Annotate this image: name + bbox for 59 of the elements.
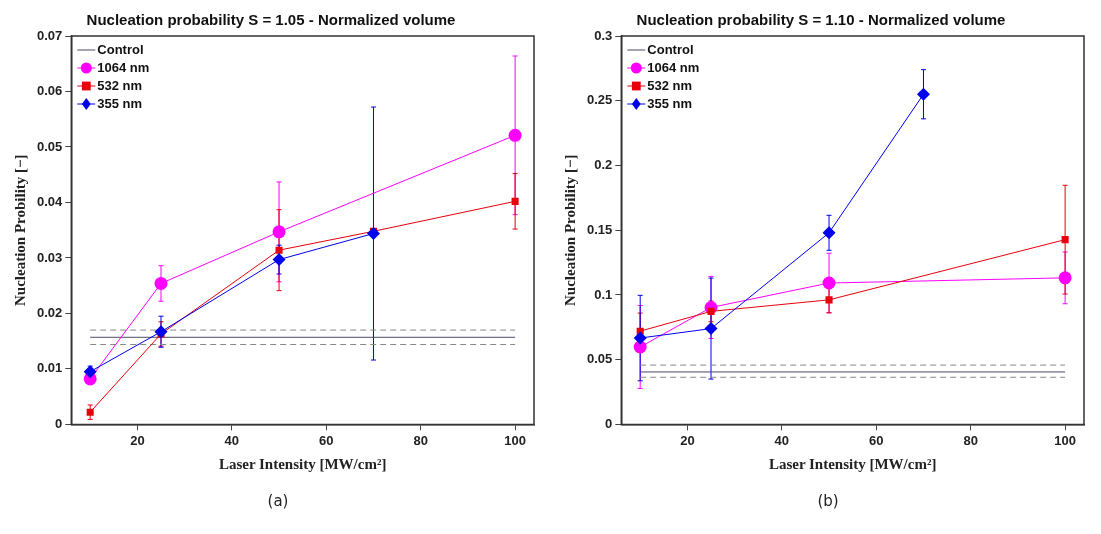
point: [822, 276, 836, 290]
y-tick-label: 0.1: [594, 286, 613, 302]
x-tick-label: 20: [680, 432, 695, 448]
x-tick-label: 80: [963, 432, 978, 448]
point: [916, 87, 930, 101]
x-tick-label: 20: [130, 432, 145, 448]
y-tick-label: 0.01: [36, 360, 63, 376]
point: [366, 227, 380, 241]
y-tick-label: 0.05: [586, 351, 613, 367]
text: (b): [817, 492, 839, 510]
point: [704, 322, 718, 336]
y-tick-label: 0.02: [36, 305, 63, 321]
y-tick-label: 0.05: [36, 138, 63, 154]
point: [83, 365, 97, 379]
legend-label: Control: [97, 41, 144, 57]
x-tick-label: 100: [504, 432, 526, 448]
y-tick-label: 0.3: [594, 27, 613, 43]
y-tick-label: 0.2: [594, 157, 613, 173]
text: (a): [267, 492, 289, 510]
point: [272, 253, 286, 267]
point: [633, 331, 647, 345]
point: [154, 276, 168, 290]
chart-title: Nucleation probability S = 1.10 - Normalized volume: [636, 11, 1006, 29]
legend-label: 532 nm: [97, 77, 143, 93]
point: [825, 296, 833, 304]
y-tick-label: 0.03: [36, 249, 63, 265]
x-axis-title: Laser Intensity [MW/cm²]: [768, 455, 937, 472]
y-tick-label: 0.04: [36, 194, 64, 210]
point: [822, 226, 836, 240]
point: [275, 246, 283, 254]
legend-label: 1064 nm: [97, 59, 150, 75]
x-tick-label: 100: [1054, 432, 1076, 448]
legend-label: 1064 nm: [647, 59, 700, 75]
y-tick-label: 0.06: [36, 83, 63, 99]
point: [511, 197, 519, 205]
chart-title: Nucleation probability S = 1.05 - Normalized volume: [86, 11, 456, 29]
legend-label: Control: [647, 41, 694, 57]
y-tick-label: 0: [605, 415, 613, 431]
y-tick-label: 0.25: [586, 92, 613, 108]
x-tick-label: 80: [413, 432, 428, 448]
point: [1058, 271, 1072, 285]
point: [508, 128, 522, 142]
legend-label: 355 nm: [97, 95, 143, 111]
legend-label: 532 nm: [647, 77, 693, 93]
point: [1061, 236, 1069, 244]
point: [272, 225, 286, 239]
x-tick-label: 60: [869, 432, 884, 448]
y-axis-title: Nucleation Probility [−]: [561, 154, 578, 306]
x-tick-label: 60: [319, 432, 334, 448]
point: [86, 408, 94, 416]
legend-label: 355 nm: [647, 95, 693, 111]
x-tick-label: 40: [774, 432, 790, 448]
point: [154, 325, 168, 339]
y-axis-title: Nucleation Probility [−]: [11, 154, 28, 306]
y-tick-label: 0.15: [586, 221, 613, 237]
x-axis-title: Laser Intensity [MW/cm²]: [218, 455, 387, 472]
y-tick-label: 0: [55, 415, 63, 431]
x-tick-label: 40: [224, 432, 240, 448]
y-tick-label: 0.07: [36, 27, 63, 43]
